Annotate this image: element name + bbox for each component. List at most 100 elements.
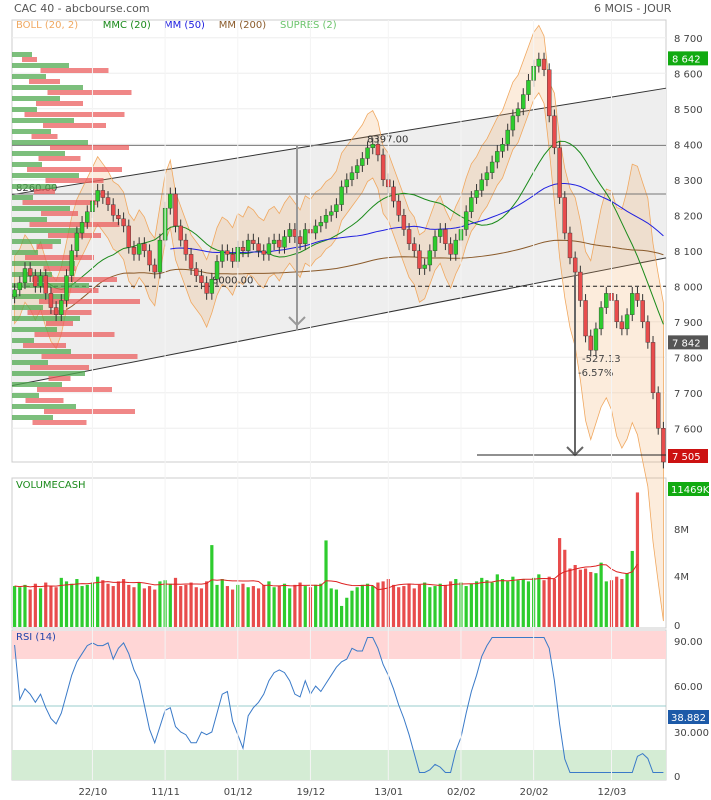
volume-bar xyxy=(106,584,109,627)
volume-bar xyxy=(39,588,42,627)
supres-bar-sell xyxy=(36,101,83,106)
volume-bar xyxy=(340,606,343,627)
candle-body xyxy=(630,293,634,314)
volume-bar xyxy=(70,584,73,627)
volume-bar xyxy=(112,586,115,627)
volume-bar xyxy=(496,574,499,627)
candle-body xyxy=(272,240,276,244)
volume-bar xyxy=(600,563,603,627)
candle-body xyxy=(397,201,401,215)
candle-body xyxy=(475,190,479,197)
supres-bar-sell xyxy=(29,79,60,84)
candle-body xyxy=(59,300,63,314)
candle-body xyxy=(189,254,193,268)
candle-body xyxy=(122,219,126,226)
supres-bar-buy xyxy=(12,206,70,211)
volume-bar xyxy=(278,586,281,627)
candle-body xyxy=(355,166,359,173)
supres-bar-sell xyxy=(23,343,66,348)
candle-body xyxy=(132,247,136,254)
candle-body xyxy=(464,212,468,230)
candle-body xyxy=(568,233,572,258)
candle-body xyxy=(516,109,520,116)
volume-bar xyxy=(449,581,452,627)
price-tick-label: 7 600 xyxy=(674,424,703,435)
volume-bar xyxy=(184,585,187,627)
candle-body xyxy=(288,229,292,236)
supres-bar-sell xyxy=(48,90,132,95)
supres-bar-buy xyxy=(12,305,43,310)
candle-body xyxy=(148,251,152,265)
candle-body xyxy=(298,237,302,244)
candle-body xyxy=(65,276,69,301)
candle-body xyxy=(480,180,484,191)
candle-body xyxy=(277,240,281,247)
candle-body xyxy=(303,229,307,243)
candle-body xyxy=(142,244,146,251)
supres-bar-buy xyxy=(12,85,83,90)
candle-body xyxy=(443,229,447,243)
legend-label: MM (200) xyxy=(219,20,266,31)
supres-bar-sell xyxy=(37,244,53,249)
volume-bar xyxy=(122,579,125,627)
candle-body xyxy=(340,187,344,205)
supres-bar-sell xyxy=(41,211,78,216)
volume-bar xyxy=(75,579,78,627)
candle-body xyxy=(106,198,110,205)
candle-body xyxy=(402,215,406,229)
legend-label: MM (50) xyxy=(164,20,205,31)
volume-bar xyxy=(392,585,395,627)
candle-body xyxy=(199,276,203,283)
volume-bar xyxy=(13,586,16,627)
volume-bar xyxy=(314,585,317,627)
volume-bar xyxy=(335,590,338,627)
volume-bar xyxy=(402,586,405,627)
candle-body xyxy=(656,393,660,429)
volume-bar xyxy=(257,588,260,627)
candle-body xyxy=(257,244,261,251)
volume-bar xyxy=(138,583,141,627)
price-tick-label: 8 400 xyxy=(674,140,703,151)
volume-bar xyxy=(579,570,582,627)
volume-bar xyxy=(273,587,276,627)
volume-bar xyxy=(511,577,514,627)
volume-bar xyxy=(143,588,146,627)
supres-bar-buy xyxy=(12,349,71,354)
candle-body xyxy=(625,315,629,329)
candle-body xyxy=(220,251,224,262)
candle-body xyxy=(495,151,499,162)
volume-title: VOLUMECASH xyxy=(16,480,86,491)
supres-bar-buy xyxy=(12,338,34,343)
supres-bar-buy xyxy=(12,107,37,112)
volume-bar xyxy=(371,586,374,627)
volume-bar xyxy=(174,578,177,627)
legend-label: MMC (20) xyxy=(103,20,151,31)
candle-body xyxy=(412,244,416,251)
price-tick-label: 8 200 xyxy=(674,211,703,222)
volume-bar xyxy=(252,586,255,627)
volume-bar xyxy=(470,584,473,627)
volume-bar xyxy=(262,585,265,627)
volume-bar xyxy=(80,586,83,627)
price-tick-label: 8 500 xyxy=(674,105,703,116)
volume-bar xyxy=(439,584,442,627)
candle-body xyxy=(584,300,588,336)
supres-bar-sell xyxy=(30,365,89,370)
candle-body xyxy=(646,322,650,343)
volume-bar xyxy=(195,587,198,627)
supres-bar-buy xyxy=(12,217,47,222)
supres-bar-sell xyxy=(25,112,125,117)
x-tick-label: 12/03 xyxy=(598,787,627,798)
volume-bar xyxy=(574,565,577,627)
x-tick-label: 22/10 xyxy=(78,787,107,798)
candle-body xyxy=(594,329,598,350)
candle-body xyxy=(547,70,551,116)
supres-bar-sell xyxy=(32,134,58,139)
candle-body xyxy=(75,233,79,251)
volume-bar xyxy=(537,574,540,627)
volume-bar xyxy=(283,584,286,627)
x-tick-label: 11/11 xyxy=(151,787,180,798)
supres-bar-buy xyxy=(12,250,38,255)
volume-bar xyxy=(454,579,457,627)
supres-bar-sell xyxy=(22,57,37,62)
